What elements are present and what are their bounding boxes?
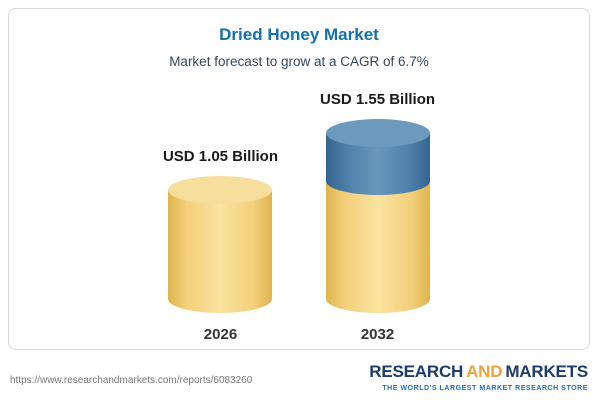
logo-word-markets: MARKETS — [505, 362, 588, 381]
logo-word-and: AND — [466, 362, 503, 381]
cylinder-top-ellipse-yellow — [168, 176, 273, 204]
cylinder-top-ellipse-blue — [325, 119, 430, 147]
chart-subtitle: Market forecast to grow at a CAGR of 6.7… — [169, 54, 429, 69]
bar-cylinder-2032 — [325, 119, 430, 313]
bar-group-2026: USD 1.05 Billion 2026 — [163, 148, 278, 343]
logo-word-research: RESEARCH — [369, 362, 464, 381]
value-label-2026: USD 1.05 Billion — [162, 148, 278, 165]
chart-plot-area: USD 1.05 Billion 2026 USD 1.55 Billion 2… — [163, 91, 435, 343]
logo-wordmark: RESEARCH AND MARKETS — [369, 362, 588, 382]
cylinder-body-yellow — [168, 190, 273, 313]
logo-tagline: THE WORLD'S LARGEST MARKET RESEARCH STOR… — [382, 385, 588, 392]
bar-cylinder-2026 — [168, 176, 273, 313]
chart-card: Dried Honey Market Market forecast to gr… — [8, 8, 590, 350]
source-url-link[interactable]: https://www.researchandmarkets.com/repor… — [10, 375, 253, 386]
bar-group-2032: USD 1.55 Billion 2032 — [320, 91, 435, 343]
footer: https://www.researchandmarkets.com/repor… — [10, 362, 588, 392]
research-and-markets-logo: RESEARCH AND MARKETS THE WORLD'S LARGEST M… — [369, 362, 588, 392]
category-label-2026: 2026 — [203, 326, 238, 343]
chart-title: Dried Honey Market — [219, 25, 379, 44]
value-label-2032: USD 1.55 Billion — [320, 91, 436, 108]
category-label-2032: 2032 — [360, 326, 395, 343]
